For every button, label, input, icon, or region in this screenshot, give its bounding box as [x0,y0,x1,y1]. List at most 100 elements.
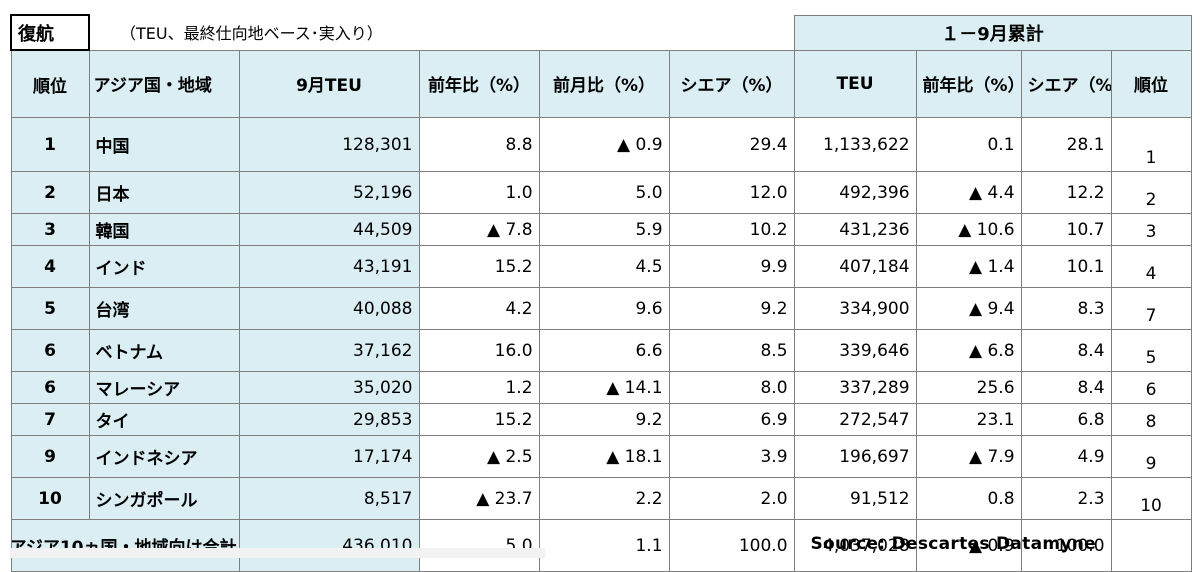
cell-prev-rank: 1 [1110,117,1192,172]
cell-yoy: 4.2 [418,287,540,330]
cell-rank: 10 [10,477,90,520]
header-cum-share: シエア（%） [1020,49,1112,118]
cell-yoy: ▲ 23.7 [418,477,540,520]
header-region: アジア国・地域 [88,49,240,118]
cell-yoy: ▲ 7.8 [418,213,540,246]
table-row: 7 タイ 29,853 15.2 9.2 6.9 272,547 23.1 6.8 8 [10,403,1192,436]
total-mom: 1.1 [538,519,670,572]
table-row: 6 マレーシア 35,020 1.2 ▲ 14.1 8.0 337,289 25.6 8.4 6 [10,371,1192,404]
cell-cum-yoy: 0.8 [915,477,1022,520]
container-throughput-table-frame: 復航 （TEU、最終仕向地ベース･実入り） １－9月累計 順位 アジア国・地域 … [10,14,1192,572]
cell-mom: 2.2 [538,477,670,520]
cell-cum-teu: 91,512 [793,477,917,520]
total-yoy: 5.0 [418,519,540,572]
cell-region: 日本 [88,171,240,214]
cell-mom: ▲ 0.9 [538,117,670,172]
cell-region: 台湾 [88,287,240,330]
cell-yoy: 15.2 [418,245,540,288]
cell-rank: 1 [10,117,90,172]
cell-prev-rank: 6 [1110,371,1192,404]
cell-rank: 9 [10,435,90,478]
cell-cum-yoy: ▲ 4.4 [915,171,1022,214]
cell-cum-teu: 334,900 [793,287,917,330]
cell-region: インド [88,245,240,288]
cell-share: 10.2 [668,213,795,246]
spacer [539,15,794,50]
cell-mom: 9.6 [538,287,670,330]
cell-cum-yoy: ▲ 6.8 [915,329,1022,372]
cell-share: 8.0 [668,371,795,404]
cell-cum-teu: 339,646 [793,329,917,372]
header-yoy: 前年比（%） [418,49,540,118]
cell-mom: 4.5 [538,245,670,288]
cell-cum-yoy: ▲ 9.4 [915,287,1022,330]
source-note: Source: Descartes Datamyne [810,534,1096,554]
cell-prev-rank: 9 [1110,435,1192,478]
cell-cum-yoy: ▲ 10.6 [915,213,1022,246]
table-row: 5 台湾 40,088 4.2 9.6 9.2 334,900 ▲ 9.4 8.3 7 [10,287,1192,330]
cell-cum-yoy: 25.6 [915,371,1022,404]
header-sep-teu: 9月TEU [238,49,420,118]
cell-yoy: 8.8 [418,117,540,172]
cell-cum-share: 10.1 [1020,245,1112,288]
cell-rank: 5 [10,287,90,330]
cell-rank: 7 [10,403,90,436]
table-row: 9 インドネシア 17,174 ▲ 2.5 ▲ 18.1 3.9 196,697 ▲ 7.9 4… [10,435,1192,478]
cell-cum-share: 12.2 [1020,171,1112,214]
cell-sep-teu: 17,174 [238,435,420,478]
cell-cum-share: 2.3 [1020,477,1112,520]
cell-rank: 4 [10,245,90,288]
cell-region: インドネシア [88,435,240,478]
asia-container-table: 復航 （TEU、最終仕向地ベース･実入り） １－9月累計 順位 アジア国・地域 … [10,14,1192,572]
table-title: 復航 [10,14,90,51]
cell-cum-teu: 272,547 [793,403,917,436]
cell-cum-share: 6.8 [1020,403,1112,436]
cell-mom: ▲ 14.1 [538,371,670,404]
cell-cum-share: 4.9 [1020,435,1112,478]
cell-prev-rank: 5 [1110,329,1192,372]
cell-cum-share: 8.4 [1020,329,1112,372]
cell-sep-teu: 35,020 [238,371,420,404]
cell-share: 2.0 [668,477,795,520]
cell-sep-teu: 40,088 [238,287,420,330]
cell-prev-rank: 8 [1110,403,1192,436]
cell-cum-yoy: ▲ 1.4 [915,245,1022,288]
cell-yoy: 15.2 [418,403,540,436]
unit-note: （TEU、最終仕向地ベース･実入り） [120,24,383,44]
table-row: 4 インド 43,191 15.2 4.5 9.9 407,184 ▲ 1.4 10.1 4 [10,245,1192,288]
cell-rank: 2 [10,171,90,214]
cell-cum-teu: 1,133,622 [793,117,917,172]
cell-sep-teu: 43,191 [238,245,420,288]
cell-mom: ▲ 18.1 [538,435,670,478]
header-cum-teu: TEU [793,49,917,118]
cell-yoy: 1.0 [418,171,540,214]
total-share: 100.0 [668,519,795,572]
header-mom: 前月比（%） [538,49,670,118]
cell-rank: 6 [10,329,90,372]
cell-sep-teu: 52,196 [238,171,420,214]
cell-share: 29.4 [668,117,795,172]
header-cum-yoy: 前年比（%） [915,49,1022,118]
cell-cum-share: 8.4 [1020,371,1112,404]
cell-region: 中国 [88,117,240,172]
cumulative-header: １－9月累計 [793,14,1192,51]
cell-share: 6.9 [668,403,795,436]
cell-mom: 5.0 [538,171,670,214]
cell-cum-teu: 337,289 [793,371,917,404]
cell-share: 8.5 [668,329,795,372]
total-label: アジア10ヵ国・地域向け合計 [10,519,240,572]
cell-sep-teu: 128,301 [238,117,420,172]
cell-cum-yoy: 23.1 [915,403,1022,436]
cell-region: ベトナム [88,329,240,372]
cell-share: 9.9 [668,245,795,288]
cell-cum-share: 28.1 [1020,117,1112,172]
cell-share: 12.0 [668,171,795,214]
table-body: 1 中国 128,301 8.8 ▲ 0.9 29.4 1,133,622 0.1 28.1 1 2… [10,117,1192,520]
cell-rank: 3 [10,213,90,246]
cell-prev-rank: 7 [1110,287,1192,330]
cell-cum-teu: 492,396 [793,171,917,214]
cell-share: 9.2 [668,287,795,330]
total-sep-teu: 436,010 [238,519,420,572]
cell-share: 3.9 [668,435,795,478]
cell-prev-rank: 10 [1110,477,1192,520]
